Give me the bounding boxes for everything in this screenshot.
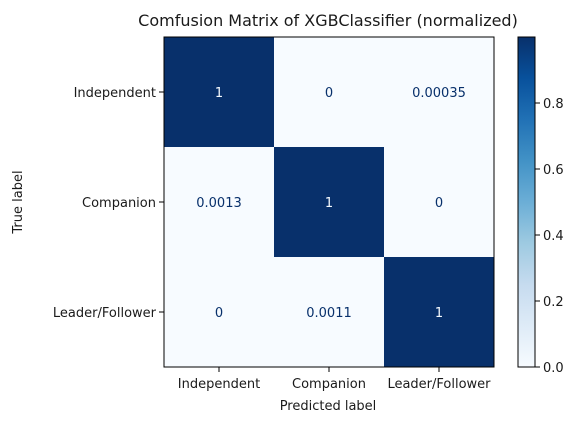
- matrix-cell: [274, 257, 385, 368]
- colorbar-tick-label: 0.4: [543, 229, 564, 244]
- x-tick-label: Independent: [178, 377, 260, 392]
- cell-value-label: 1: [435, 306, 443, 321]
- colorbar-tick-label: 0.2: [543, 295, 564, 310]
- matrix-cell: [164, 257, 275, 368]
- x-axis-label: Predicted label: [280, 399, 377, 414]
- matrix-cells: [164, 37, 495, 368]
- y-tick-label: Leader/Follower: [53, 306, 157, 321]
- cell-value-label: 0: [325, 86, 333, 101]
- y-axis-ticks: Independent Companion Leader/Follower: [53, 86, 164, 321]
- matrix-cell: [384, 147, 495, 258]
- y-axis-label: True label: [11, 170, 26, 234]
- matrix-cell: [384, 37, 495, 148]
- cell-value-label: 1: [215, 86, 223, 101]
- colorbar-tick-label: 0.0: [543, 361, 564, 376]
- y-tick-label: Independent: [74, 86, 156, 101]
- matrix-cell: [274, 147, 385, 258]
- x-tick-label: Companion: [292, 377, 366, 392]
- cell-value-label: 0.0013: [196, 196, 242, 211]
- cell-value-label: 0: [215, 306, 223, 321]
- cell-value-label: 0.00035: [412, 86, 466, 101]
- colorbar-tick-label: 0.8: [543, 97, 564, 112]
- matrix-cell: [274, 37, 385, 148]
- matrix-cell: [384, 257, 495, 368]
- cell-value-label: 0.0011: [306, 306, 352, 321]
- y-tick-label: Companion: [82, 196, 156, 211]
- x-tick-label: Leader/Follower: [387, 377, 491, 392]
- colorbar: [517, 36, 536, 368]
- matrix-cell-labels: 1 0 0.00035 0.0013 1 0 0 0.0011 1: [196, 86, 466, 321]
- cell-value-label: 0: [435, 196, 443, 211]
- x-axis-ticks: Independent Companion Leader/Follower: [178, 367, 491, 392]
- colorbar-tick-label: 0.6: [543, 163, 564, 178]
- colorbar-ticks: 0.0 0.2 0.4 0.6 0.8: [535, 97, 564, 376]
- cell-value-label: 1: [325, 196, 333, 211]
- matrix-cell: [164, 147, 275, 258]
- matrix-cell: [164, 37, 275, 148]
- chart-title: Comfusion Matrix of XGBClassifier (norma…: [138, 11, 518, 30]
